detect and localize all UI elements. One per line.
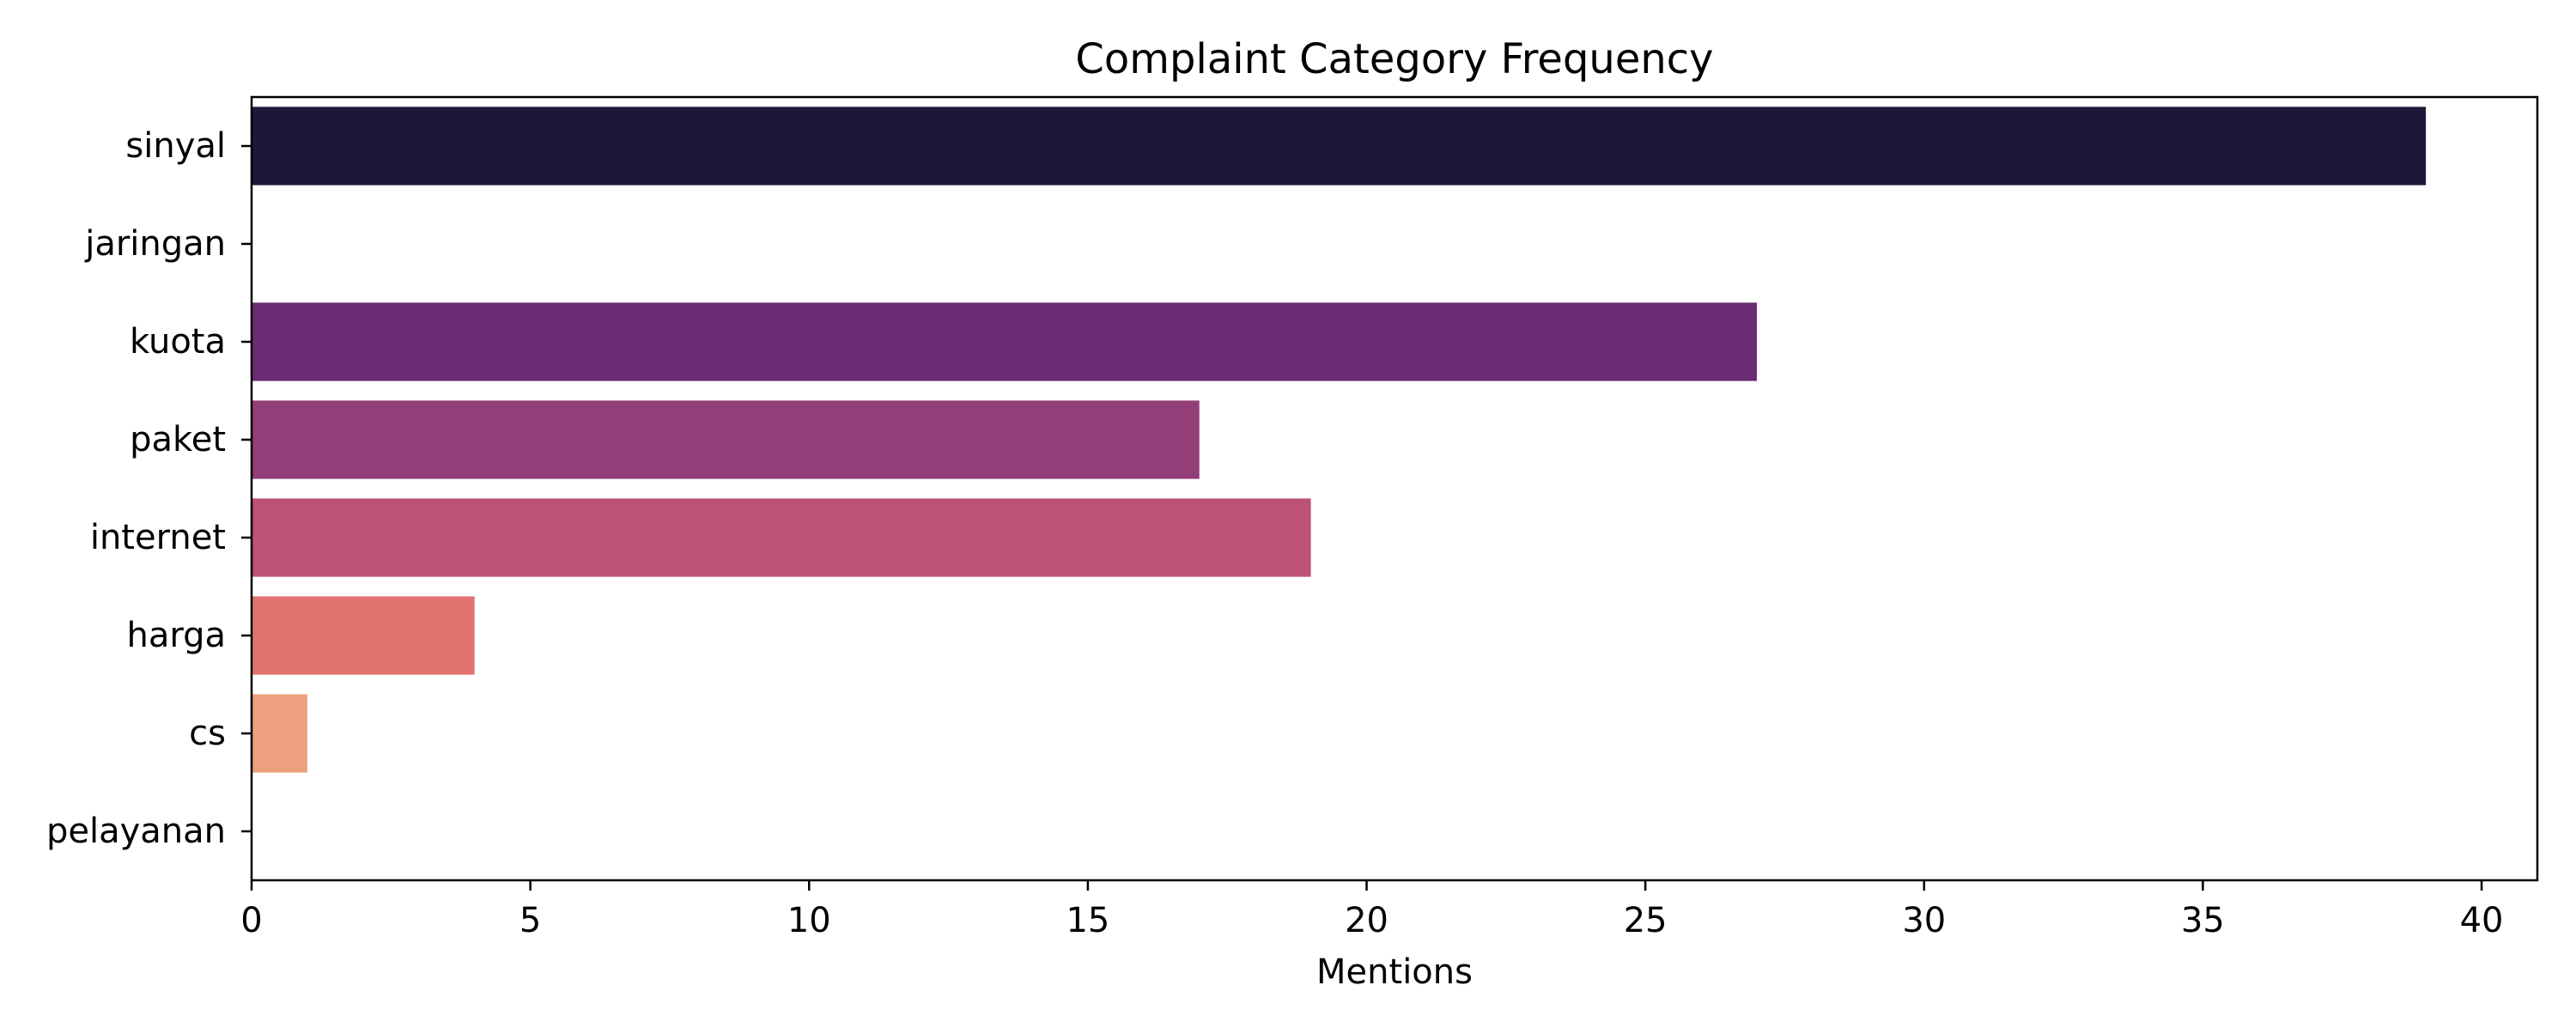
y-tick-label-harga: harga	[126, 616, 226, 655]
chart-title: Complaint Category Frequency	[1075, 35, 1713, 83]
x-axis: 0 5 10 15 20 25 30 35 40	[240, 880, 2504, 940]
bar-harga	[252, 596, 475, 675]
x-tick-label: 15	[1066, 901, 1109, 940]
bar-internet	[252, 498, 1311, 577]
bar-sinyal	[252, 106, 2427, 186]
x-tick-label: 40	[2460, 901, 2504, 940]
y-tick-label-sinyal: sinyal	[125, 126, 226, 166]
x-tick-label: 25	[1624, 901, 1668, 940]
y-tick-label-internet: internet	[90, 518, 226, 557]
bars-group	[252, 106, 2427, 773]
x-tick-label: 10	[787, 901, 831, 940]
y-tick-label-paket: paket	[130, 420, 226, 459]
bar-cs	[252, 694, 307, 773]
y-tick-label-cs: cs	[189, 714, 226, 753]
bar-paket	[252, 400, 1200, 479]
y-axis: sinyal jaringan kuota paket internet harga cs p…	[46, 126, 252, 851]
y-tick-label-pelayanan: pelayanan	[46, 812, 226, 851]
x-tick-label: 20	[1345, 901, 1388, 940]
x-tick-label: 5	[519, 901, 541, 940]
x-tick-label: 30	[1902, 901, 1946, 940]
x-tick-label: 35	[2181, 901, 2225, 940]
y-tick-label-jaringan: jaringan	[84, 224, 226, 264]
x-tick-label: 0	[240, 901, 262, 940]
bar-kuota	[252, 302, 1758, 381]
x-axis-title: Mentions	[1316, 952, 1473, 992]
plot-frame	[250, 95, 2539, 882]
y-tick-label-kuota: kuota	[130, 322, 226, 362]
